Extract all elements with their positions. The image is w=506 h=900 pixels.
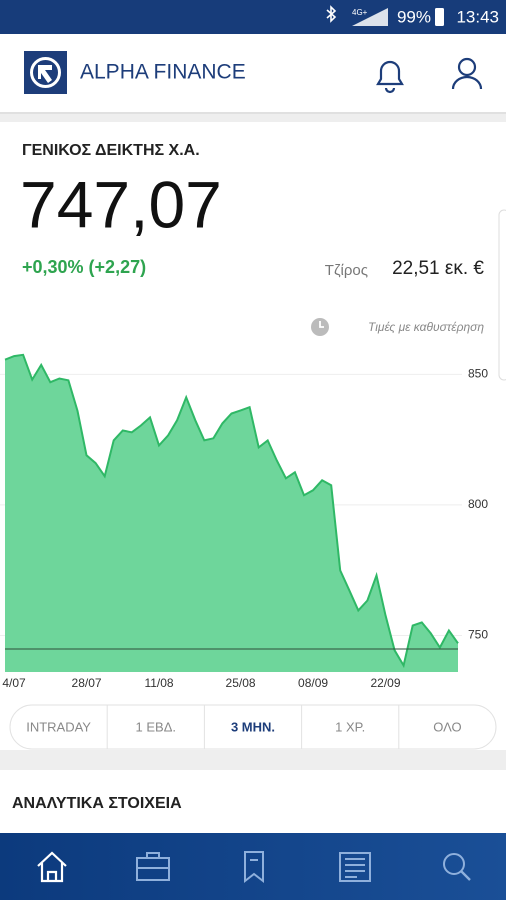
logo-arrow	[38, 65, 52, 83]
period-tabs	[9, 704, 497, 750]
tab[interactable]: ΟΛΟ	[433, 719, 461, 734]
app-header	[0, 34, 506, 112]
y-tick-label: 850	[468, 367, 488, 381]
header-shadow	[0, 112, 506, 114]
clock-hands	[319, 321, 324, 328]
x-tick-label: 28/07	[72, 676, 102, 690]
turnover-label: Τζίρος	[325, 262, 368, 279]
brand-name: ALPHA FINANCE	[80, 61, 246, 84]
x-tick-label: 08/09	[298, 676, 328, 690]
tab[interactable]: 1 ΧΡ.	[335, 719, 365, 734]
side-handle[interactable]	[498, 209, 506, 381]
bluetooth-icon	[326, 5, 337, 23]
y-tick-label: 800	[468, 497, 488, 511]
tab[interactable]: 3 ΜΗΝ.	[231, 719, 275, 734]
network-label: 4G+	[352, 8, 368, 17]
price-area	[5, 354, 458, 672]
index-name: ΓΕΝΙΚΟΣ ΔΕΙΚΤΗΣ Χ.Α.	[22, 142, 200, 159]
nav-search[interactable]	[443, 853, 465, 875]
clock: 13:43	[456, 7, 499, 26]
x-tick-label: 4/07	[2, 676, 26, 690]
logo-mark	[30, 57, 61, 88]
nav-watchlist[interactable]	[244, 851, 264, 884]
profile-body	[451, 75, 483, 90]
x-tick-label: 25/08	[226, 676, 256, 690]
battery-icon	[435, 8, 444, 26]
delay-note: Τιμές με καθυστέρηση	[368, 320, 484, 334]
tab[interactable]: 1 ΕΒΔ.	[136, 719, 176, 734]
status-bar	[0, 0, 506, 34]
x-tick-label: 11/08	[144, 676, 173, 690]
nav-home[interactable]	[37, 851, 67, 883]
nav-portfolio[interactable]	[136, 852, 170, 881]
bottom-nav	[0, 833, 506, 900]
nav-search-handle	[460, 870, 471, 881]
notifications-button[interactable]	[376, 60, 404, 94]
turnover-value: 22,51 εκ. €	[392, 258, 484, 279]
x-tick-label: 22/09	[371, 676, 401, 690]
profile-button[interactable]	[457, 57, 477, 77]
details-card	[0, 770, 506, 833]
nav-news[interactable]	[339, 852, 371, 882]
tab-group: INTRADAY 1 ΕΒΔ. 3 ΜΗΝ. 1 ΧΡ. ΟΛΟ	[26, 705, 462, 749]
price-line	[4, 353, 459, 669]
price-chart: 750 800 850 4/07 28/07 11/08 25/08 08/09 22/09	[0, 353, 488, 690]
section-title: ΑΝΑΛΥΤΙΚΑ ΣΤΟΙΧΕΙΑ	[12, 795, 182, 812]
y-tick-label: 750	[468, 628, 488, 642]
index-value: 747,07	[20, 167, 222, 241]
battery-percent: 99%	[397, 7, 431, 26]
index-change: +0,30% (+2,27)	[22, 257, 146, 277]
tab[interactable]: INTRADAY	[26, 719, 91, 734]
signal-icon	[352, 8, 388, 26]
